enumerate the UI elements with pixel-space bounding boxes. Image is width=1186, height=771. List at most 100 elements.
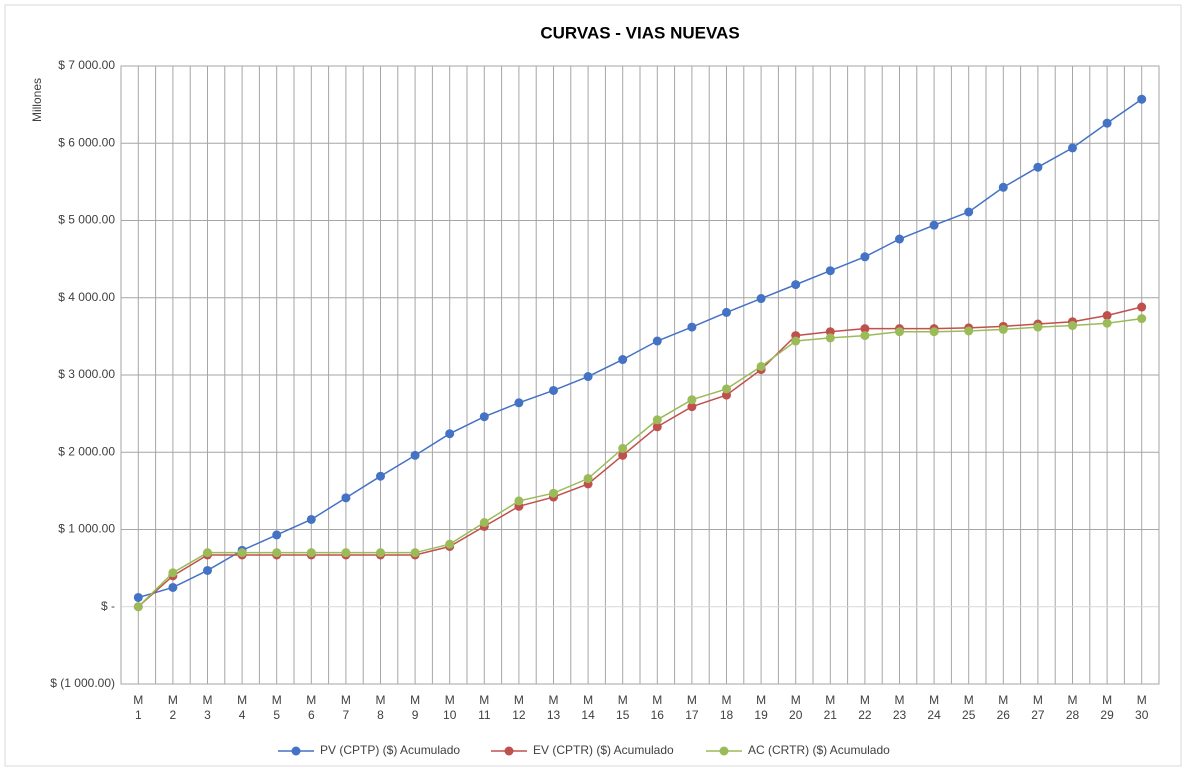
y-tick-label: $ 5 000.00 [58, 213, 115, 227]
point [860, 252, 870, 262]
point [1137, 94, 1147, 104]
point [203, 565, 212, 575]
x-tick-label: M 21 [824, 693, 838, 722]
x-tick-label: M 30 [1135, 693, 1149, 722]
point [929, 220, 939, 230]
point [203, 548, 212, 558]
legend-label: PV (CPTP) ($) Acumulado [320, 743, 460, 757]
y-tick-label: $ 7 000.00 [58, 58, 115, 72]
point [1102, 318, 1112, 328]
point [687, 322, 697, 332]
point [964, 207, 974, 217]
point [618, 355, 628, 365]
x-tick-label: M 23 [893, 693, 907, 722]
x-tick-label: M 14 [581, 693, 595, 722]
point [825, 333, 835, 343]
point [445, 539, 455, 549]
point [825, 327, 835, 337]
point [895, 327, 904, 337]
point [895, 234, 904, 244]
y-tick-label: $ 6 000.00 [58, 135, 115, 149]
plot-border [120, 65, 1160, 685]
point [1137, 314, 1147, 324]
point [998, 324, 1008, 334]
point [1033, 322, 1043, 332]
x-tick-label: M 18 [720, 693, 734, 722]
point [652, 415, 662, 425]
x-tick-label: M 25 [962, 693, 976, 722]
point [410, 450, 420, 460]
point [549, 385, 558, 395]
point [237, 548, 247, 558]
y-axis-title: Millones [30, 78, 44, 122]
x-tick-label: M 19 [754, 693, 768, 722]
y-tick-label: $ 4 000.00 [58, 290, 115, 304]
point [722, 384, 731, 394]
point [341, 548, 351, 558]
point [479, 518, 489, 528]
point [306, 514, 316, 524]
point [618, 443, 628, 453]
point [998, 182, 1008, 192]
point [1033, 162, 1043, 172]
point [168, 582, 178, 592]
point [549, 488, 558, 498]
point [964, 326, 974, 336]
point [860, 324, 870, 334]
point [272, 548, 282, 558]
point [756, 294, 766, 304]
point [1102, 311, 1112, 321]
point [272, 530, 282, 540]
x-tick-label: M 10 [443, 693, 457, 722]
point [652, 422, 662, 432]
chart-border [4, 4, 1182, 767]
legend-marker [291, 746, 301, 756]
point [687, 395, 697, 405]
x-tick-label: M 24 [927, 693, 941, 722]
y-tick-label: $ - [101, 599, 115, 613]
point [583, 372, 593, 382]
point [133, 602, 143, 612]
x-tick-label: M 28 [1066, 693, 1080, 722]
x-tick-label: M 26 [997, 693, 1011, 722]
point [756, 362, 766, 372]
x-tick-label: M 20 [789, 693, 803, 722]
point [410, 548, 420, 558]
x-tick-label: M 12 [512, 693, 526, 722]
y-tick-label: $ 2 000.00 [58, 444, 115, 458]
point [168, 568, 178, 578]
point [376, 471, 385, 481]
point [825, 266, 835, 276]
point [722, 307, 731, 317]
y-tick-label: $ (1 000.00) [50, 676, 115, 690]
point [791, 336, 801, 346]
point [133, 592, 143, 602]
point [929, 327, 939, 337]
legend-marker [504, 746, 514, 756]
chart-title: CURVAS - VIAS NUEVAS [540, 23, 739, 42]
y-tick-label: $ 3 000.00 [58, 367, 115, 381]
point [652, 336, 662, 346]
point [791, 280, 801, 290]
series-line [138, 98, 1143, 599]
x-tick-label: M 27 [1031, 693, 1045, 722]
point [583, 474, 593, 484]
legend-marker [719, 746, 729, 756]
x-tick-label: M 17 [685, 693, 699, 722]
y-tick-label: $ 1 000.00 [58, 522, 115, 536]
point [479, 412, 489, 422]
point [514, 496, 524, 506]
point [687, 402, 697, 412]
point [376, 548, 385, 558]
x-tick-label: M 29 [1100, 693, 1114, 722]
point [860, 331, 870, 341]
